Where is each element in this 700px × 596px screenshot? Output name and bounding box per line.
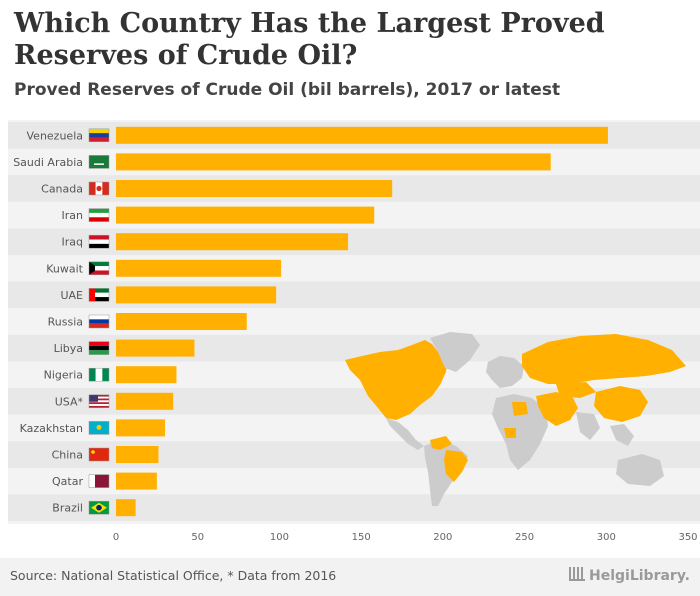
map-middle-east (536, 392, 578, 426)
bar[interactable] (116, 259, 282, 277)
map-south-asia (576, 412, 600, 440)
category-label: Russia (48, 316, 83, 329)
map-north-america (345, 340, 448, 420)
category-label: Brazil (52, 502, 83, 515)
brazil-flag (88, 500, 110, 515)
bar[interactable] (116, 126, 608, 144)
category-label: USA* (55, 395, 84, 408)
chart-subtitle: Proved Reserves of Crude Oil (bil barrel… (14, 80, 561, 100)
library-icon (569, 567, 585, 581)
nigeria-flag (88, 367, 110, 382)
bar[interactable] (116, 419, 166, 437)
map-russia (522, 334, 686, 384)
category-label: UAE (60, 289, 83, 302)
bar[interactable] (116, 286, 277, 304)
bar[interactable] (116, 392, 174, 410)
china-flag (88, 447, 110, 462)
category-label: Saudi Arabia (13, 156, 83, 169)
category-label: Iraq (62, 236, 84, 249)
category-label: Canada (41, 183, 83, 196)
bar[interactable] (116, 313, 247, 330)
x-tick-label: 0 (113, 532, 119, 543)
bar[interactable] (116, 233, 349, 251)
source-note: Source: National Statistical Office, * D… (10, 568, 337, 583)
map-se-asia (610, 424, 634, 446)
category-label: Venezuela (27, 129, 84, 142)
bar[interactable] (116, 206, 375, 224)
category-label: Kazakhstan (20, 422, 83, 435)
x-tick-label: 50 (191, 532, 204, 543)
libya-flag (88, 341, 110, 355)
map-brazil (444, 450, 468, 482)
iraq-flag (88, 234, 110, 249)
x-tick-label: 350 (678, 532, 697, 543)
kuwait-flag (88, 261, 110, 276)
map-australia (616, 454, 664, 486)
bar[interactable] (116, 366, 177, 384)
x-tick-label: 300 (597, 532, 616, 543)
saudi-arabia-flag (88, 155, 110, 169)
qatar-flag (88, 474, 110, 488)
map-africa (492, 394, 548, 470)
bar[interactable] (116, 339, 195, 357)
canada-flag (88, 181, 110, 196)
x-tick-label: 100 (270, 532, 289, 543)
x-tick-label: 200 (433, 532, 452, 543)
uae-flag (88, 288, 110, 302)
map-kazakhstan (556, 382, 596, 398)
map-venezuela (430, 436, 452, 450)
category-label: Iran (62, 209, 84, 222)
map-libya (512, 402, 528, 416)
bar[interactable] (116, 446, 159, 463)
venezuela-flag (88, 128, 110, 143)
map-china (594, 386, 648, 422)
footer: Source: National Statistical Office, * D… (0, 558, 700, 596)
map-greenland (430, 332, 480, 372)
world-map (345, 332, 686, 506)
brand-logo[interactable]: HelgiLibrary. (569, 567, 690, 584)
bar-chart: Venezuela Saudi Arabia Canada Iran Iraq Kuwai… (8, 122, 700, 543)
map-mexico (386, 418, 424, 450)
category-label: China (52, 449, 83, 462)
x-tick-label: 150 (352, 532, 371, 543)
category-label: Libya (54, 342, 83, 355)
map-europe (486, 356, 524, 388)
x-tick-label: 250 (515, 532, 534, 543)
bar[interactable] (116, 472, 157, 490)
bar[interactable] (116, 180, 393, 197)
row-band (8, 228, 700, 255)
iran-flag (88, 208, 110, 222)
brand-name: HelgiLibrary. (589, 568, 690, 584)
bar[interactable] (116, 153, 551, 171)
category-label: Nigeria (44, 369, 83, 382)
russia-flag (88, 314, 110, 329)
category-label: Kuwait (46, 262, 83, 275)
bar[interactable] (116, 499, 136, 517)
kazakhstan-flag (88, 421, 110, 435)
row-band (8, 494, 700, 521)
row-band (8, 281, 700, 309)
chart-title: Which Country Has the Largest Proved Res… (14, 8, 605, 71)
row-band (8, 441, 700, 468)
usa-flag (88, 394, 110, 409)
map-nigeria (504, 428, 516, 438)
category-label: Qatar (52, 475, 83, 488)
